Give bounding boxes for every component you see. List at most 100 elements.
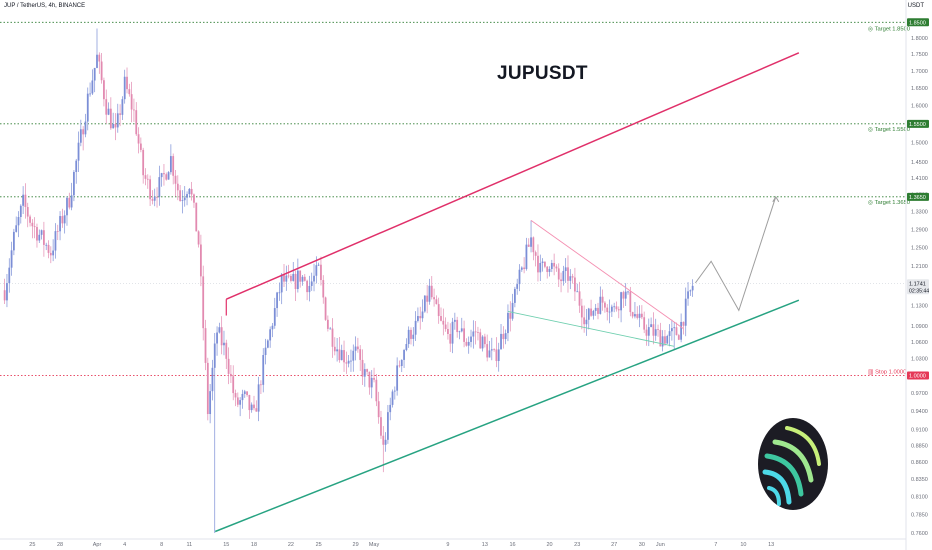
candle [3,278,6,305]
candle [440,307,442,322]
candle [387,405,389,444]
candle-body [306,280,308,293]
candle-body [675,327,678,336]
price-tag-countdown: 02:35:44 [909,288,929,294]
candle-body [248,395,251,411]
target-label: ◎ Target 1.8500 [868,26,910,32]
candle-body [580,305,583,318]
candle [343,340,345,372]
candle-body [631,312,634,317]
candle-body [100,61,103,81]
x-tick-label: 20 [546,542,552,548]
candle [608,299,611,324]
candle [472,320,475,349]
candle-body [128,89,131,95]
candle-body [290,275,292,281]
candle [278,282,281,301]
candle [389,397,392,421]
price-tag-value: 1.5500 [909,122,926,128]
candle-body [15,225,18,232]
candle [403,348,405,368]
candle-body [91,80,94,94]
candle [112,112,115,129]
candle [220,316,223,355]
candle-body [387,412,389,440]
candle-body [89,93,91,95]
candle [636,306,639,320]
candle [516,278,519,295]
candle-body [17,217,20,226]
candle-body [590,308,592,316]
currency-label[interactable]: USDT [907,3,924,9]
candle-body [283,274,285,282]
candle-body [144,175,147,179]
candle [19,204,22,224]
x-tick-label: Jun [656,542,665,548]
candle-body [63,215,66,224]
candle [151,190,154,205]
candle [296,258,299,293]
candle [308,275,311,302]
candle [456,316,459,338]
candle [103,77,105,107]
candle-body [79,129,82,143]
candle-body [340,350,343,361]
candle [179,185,182,202]
candle-body [310,281,313,286]
candle [610,304,613,317]
candle-body [329,328,332,330]
candle-body [502,333,505,340]
candle [109,97,112,130]
candle [507,304,509,342]
candle-body [66,197,68,216]
candle [294,270,297,302]
candle [326,315,329,332]
candle-body [520,267,523,270]
candle [643,311,646,334]
candle [142,147,145,184]
candle [370,370,373,399]
candle-body [405,344,408,351]
candle-body [479,332,482,349]
candle-body [167,172,170,180]
channel-lower-line [214,299,800,533]
candle-body [627,291,629,293]
candle [119,104,121,127]
candle-body [223,342,225,346]
candle [569,269,572,290]
y-tick-label: 1.7500 [911,52,928,58]
candle [583,305,586,333]
candle [511,293,514,321]
candle [149,175,152,207]
candle-body [629,291,632,313]
candle-body [622,292,625,299]
candle-body [638,313,641,318]
candle-body [82,129,85,135]
candle [236,392,239,408]
candle [42,221,45,257]
candle-body [31,222,34,227]
candle [541,258,544,272]
y-tick-label: 1.7000 [911,69,928,75]
candle [677,333,680,341]
candle [483,333,486,348]
candle-body [68,197,71,208]
candle-body [661,336,664,347]
candle [98,52,101,74]
price-tag-value: 1.8500 [909,20,926,26]
candle [550,259,553,273]
candle [183,186,186,207]
candle [239,397,242,417]
candle [202,265,205,341]
candle-body [382,435,385,445]
candle [329,326,332,330]
candle-body [93,67,96,81]
candle-body [220,327,223,346]
candle [61,208,64,228]
price-tag-box [907,119,929,128]
candle [453,312,456,330]
candle [246,391,248,397]
candle [36,223,38,248]
candle [285,265,288,291]
candle-body [354,346,357,351]
